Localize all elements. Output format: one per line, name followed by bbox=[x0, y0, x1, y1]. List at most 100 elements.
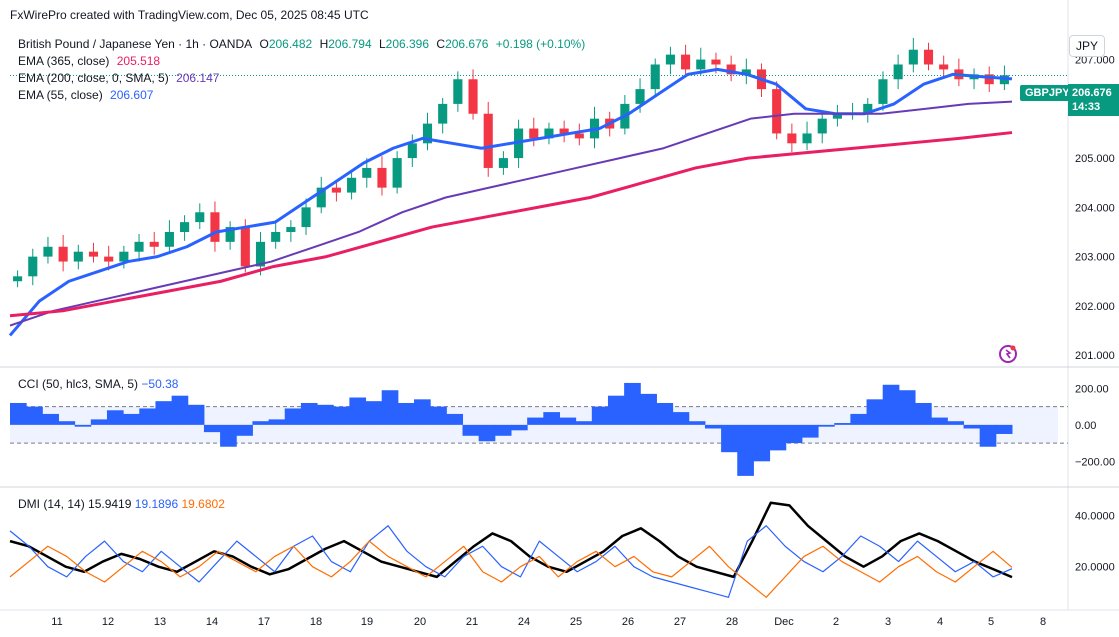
cci-bar bbox=[979, 424, 997, 447]
candle-body bbox=[696, 59, 706, 70]
candle-body bbox=[255, 241, 266, 267]
cci-bar bbox=[915, 402, 932, 425]
candle-body bbox=[104, 256, 114, 262]
candle-body bbox=[316, 187, 326, 208]
cci-tick-label: −200.00 bbox=[1075, 456, 1115, 468]
high-label: H bbox=[319, 37, 329, 51]
cci-bar bbox=[785, 424, 803, 444]
candle-body bbox=[149, 241, 159, 247]
cci-bar bbox=[931, 417, 948, 425]
cci-bar bbox=[494, 424, 512, 436]
dmi-minus-value: 19.6802 bbox=[181, 497, 225, 511]
candle-body bbox=[923, 49, 934, 65]
cci-bar bbox=[640, 393, 657, 425]
ema365-legend[interactable]: EMA (365, close) 205.518 bbox=[18, 53, 589, 70]
cci-bar bbox=[381, 390, 399, 425]
dmi-line bbox=[9, 540, 1013, 598]
candle-body bbox=[88, 251, 99, 257]
time-tick-label: 8 bbox=[1040, 616, 1046, 628]
cci-bar bbox=[187, 404, 205, 425]
dmi-legend[interactable]: DMI (14, 14) 15.9419 19.1896 19.6802 bbox=[18, 497, 225, 511]
dmi-pane[interactable] bbox=[9, 501, 1013, 598]
time-tick-label: 17 bbox=[258, 616, 270, 628]
candle-body bbox=[43, 246, 53, 257]
price-tick-label: 207.000 bbox=[1075, 55, 1115, 67]
cci-bar bbox=[42, 413, 59, 425]
time-tick-label: 13 bbox=[154, 616, 166, 628]
candle-body bbox=[908, 49, 918, 65]
candle-body bbox=[331, 187, 341, 193]
cci-bar bbox=[898, 390, 916, 425]
time-tick-label: 11 bbox=[51, 616, 62, 628]
candle-body bbox=[574, 133, 584, 139]
cci-bar bbox=[478, 424, 496, 442]
cci-bar bbox=[397, 402, 415, 425]
bar-countdown: 14:33 bbox=[1072, 101, 1101, 113]
ema55-legend[interactable]: EMA (55, close) 206.607 bbox=[18, 87, 589, 104]
cci-bar bbox=[866, 399, 884, 425]
candle-body bbox=[195, 212, 205, 223]
candle-body bbox=[362, 167, 372, 178]
price-tick-label: 202.000 bbox=[1075, 301, 1115, 313]
time-tick-label: 12 bbox=[102, 616, 114, 628]
cci-tick-label: 200.00 bbox=[1075, 383, 1109, 395]
candle-body bbox=[802, 133, 812, 144]
cci-bar bbox=[721, 424, 738, 453]
cci-bar bbox=[155, 401, 173, 425]
cci-bar bbox=[543, 412, 560, 425]
time-tick-label: 4 bbox=[937, 616, 943, 628]
time-tick-label: 3 bbox=[885, 616, 891, 628]
dmi-tick-label: 20.0000 bbox=[1075, 562, 1115, 574]
cci-tick-label: 0.00 bbox=[1075, 420, 1096, 432]
cci-bar bbox=[624, 382, 641, 425]
cci-bar bbox=[511, 424, 528, 431]
cci-bar bbox=[801, 424, 819, 438]
candle-body bbox=[438, 103, 448, 124]
time-tick-label: 20 bbox=[414, 616, 426, 628]
time-tick-label: 19 bbox=[361, 616, 373, 628]
cci-bar bbox=[753, 424, 771, 462]
legend: British Pound / Japanese Yen · 1h · OAND… bbox=[18, 36, 589, 104]
ema-line-ema200 bbox=[9, 100, 1013, 327]
price-tick-label: 204.000 bbox=[1075, 202, 1115, 214]
cci-bar bbox=[850, 413, 868, 425]
candle-body bbox=[817, 118, 827, 134]
low-value: 206.396 bbox=[385, 37, 430, 51]
cci-bar bbox=[818, 424, 835, 427]
cci-legend[interactable]: CCI (50, hlc3, SMA, 5) −50.38 bbox=[18, 377, 178, 391]
cci-bar bbox=[349, 397, 367, 425]
symbol-legend[interactable]: British Pound / Japanese Yen · 1h · OAND… bbox=[18, 36, 589, 53]
candle-body bbox=[863, 103, 873, 114]
cci-bar bbox=[963, 424, 981, 429]
candle-body bbox=[271, 231, 281, 242]
time-tick-label: 26 bbox=[622, 616, 634, 628]
candle-body bbox=[984, 74, 994, 85]
tradingview-logo-icon[interactable] bbox=[999, 345, 1017, 363]
candle-body bbox=[210, 212, 220, 242]
cci-bar bbox=[365, 401, 383, 425]
time-tick-label: 14 bbox=[206, 616, 218, 628]
time-tick-label: 25 bbox=[570, 616, 582, 628]
candle-body bbox=[893, 64, 903, 80]
cci-bar bbox=[882, 384, 900, 425]
candle-body bbox=[422, 123, 433, 144]
price-pane[interactable] bbox=[8, 37, 1068, 337]
cci-bar bbox=[672, 412, 690, 425]
candle-body bbox=[164, 231, 174, 247]
cci-bar bbox=[688, 421, 706, 425]
candle-body bbox=[286, 227, 296, 232]
open-label: O bbox=[259, 37, 269, 51]
cci-value: −50.38 bbox=[141, 377, 179, 391]
cci-pane[interactable] bbox=[10, 382, 1068, 476]
currency-button[interactable]: JPY bbox=[1069, 35, 1105, 57]
candle-body bbox=[468, 79, 478, 114]
dmi-line bbox=[9, 501, 1013, 579]
price-tick-label: 205.000 bbox=[1075, 153, 1115, 165]
cci-bar bbox=[333, 406, 350, 425]
cci-bar bbox=[414, 399, 431, 425]
ema200-legend[interactable]: EMA (200, close, 0, SMA, 5) 206.147 bbox=[18, 70, 589, 87]
low-label: L bbox=[378, 37, 386, 51]
time-tick-label: Dec bbox=[774, 616, 794, 628]
candle-body bbox=[407, 143, 417, 159]
